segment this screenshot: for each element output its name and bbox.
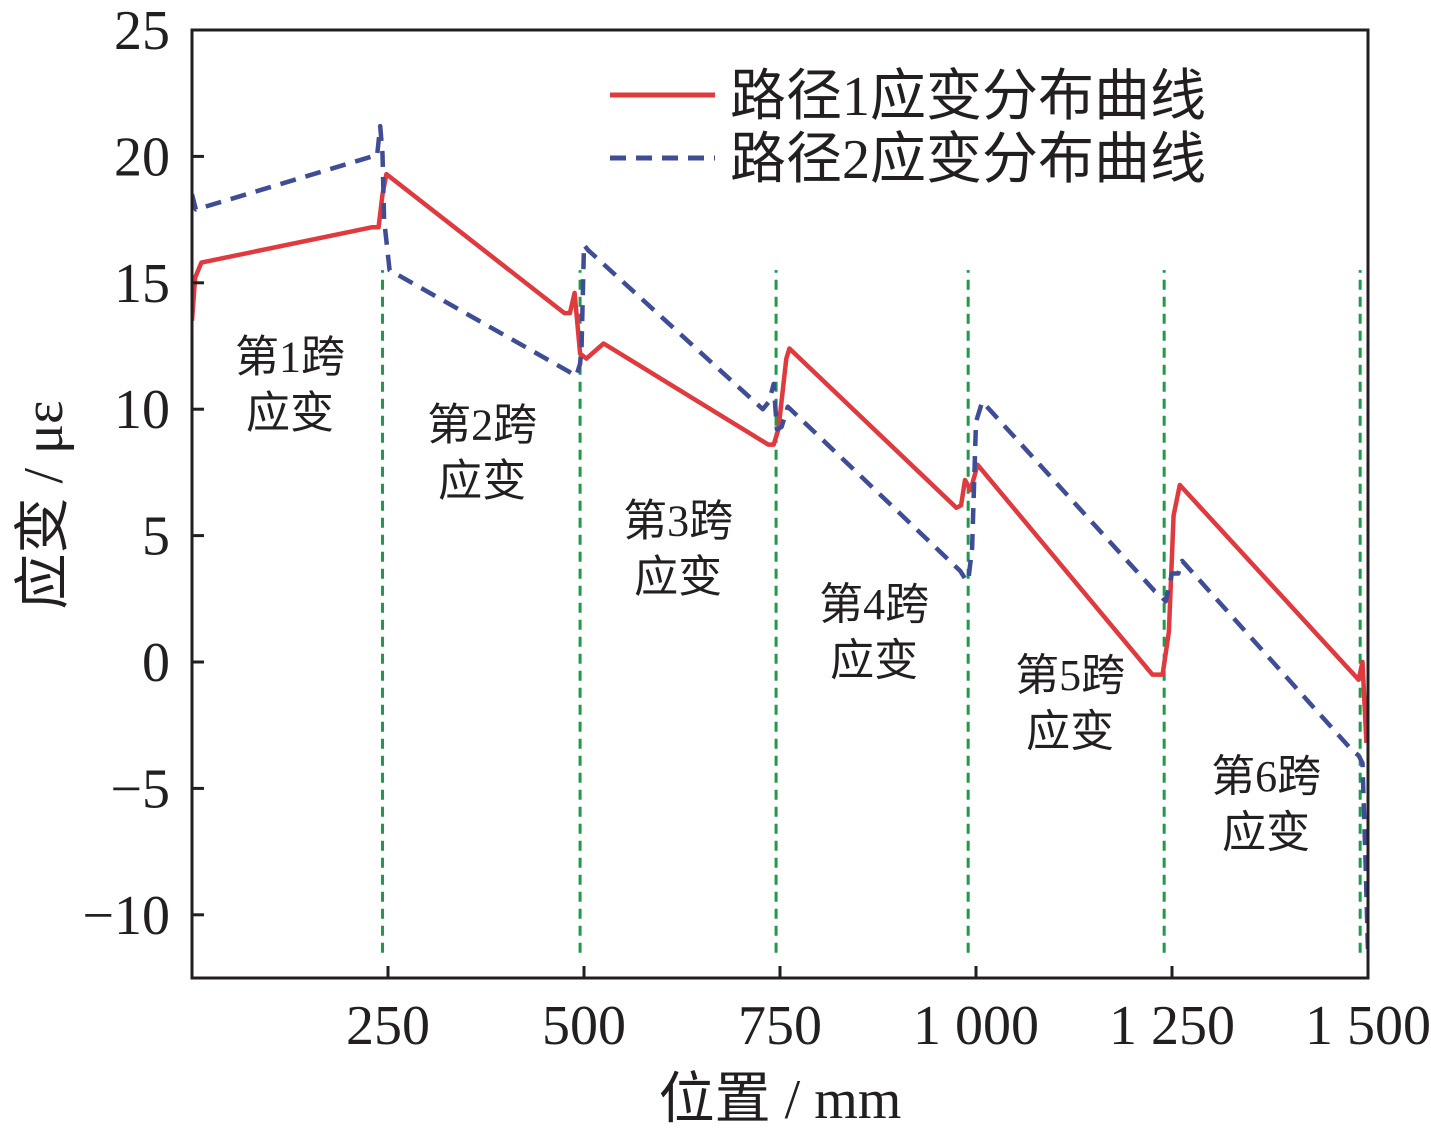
span-label-subtitle-3: 应变 — [634, 553, 722, 602]
y-axis: −10 −5 0 5 10 15 20 25 — [82, 0, 204, 947]
y-tick-label: 5 — [142, 506, 170, 568]
legend-label-2: 路径2应变分布曲线 — [730, 129, 1206, 191]
span-label-subtitle-4: 应变 — [830, 636, 918, 685]
y-tick-label: 0 — [142, 632, 170, 694]
span-boundary-lines — [381, 270, 1362, 953]
span-label-subtitle-2: 应变 — [438, 457, 526, 506]
x-tick-label: 250 — [346, 995, 430, 1057]
y-tick-label: −5 — [110, 758, 170, 820]
legend-label-1: 路径1应变分布曲线 — [730, 66, 1206, 128]
y-axis-label: 应变 / με — [13, 400, 75, 609]
x-tick-label: 1 500 — [1305, 995, 1431, 1057]
x-axis: 250 500 750 1 000 1 250 1 500 — [346, 966, 1431, 1057]
y-tick-label: 25 — [114, 0, 170, 62]
x-tick-label: 1 250 — [1109, 995, 1235, 1057]
y-tick-label: −10 — [82, 885, 170, 947]
series-line-path-2 — [192, 123, 1368, 953]
span-label-subtitle-5: 应变 — [1026, 707, 1114, 756]
span-label-title-4: 第4跨 — [819, 580, 929, 629]
span-label-title-5: 第5跨 — [1015, 651, 1125, 700]
x-tick-label: 1 000 — [913, 995, 1039, 1057]
span-label-title-6: 第6跨 — [1211, 752, 1321, 801]
x-tick-label: 750 — [738, 995, 822, 1057]
span-label-title-1: 第1跨 — [235, 332, 345, 381]
y-tick-label: 10 — [114, 379, 170, 441]
span-label-title-2: 第2跨 — [427, 401, 537, 450]
span-label-subtitle-6: 应变 — [1222, 808, 1310, 857]
y-tick-label: 20 — [114, 126, 170, 188]
series-layer — [192, 123, 1368, 953]
span-label-subtitle-1: 应变 — [246, 388, 334, 437]
series-line-path-1 — [192, 171, 1368, 744]
span-label-title-3: 第3跨 — [623, 497, 733, 546]
x-axis-label: 位置 / mm — [659, 1069, 902, 1129]
x-tick-label: 500 — [542, 995, 626, 1057]
y-tick-label: 15 — [114, 253, 170, 315]
